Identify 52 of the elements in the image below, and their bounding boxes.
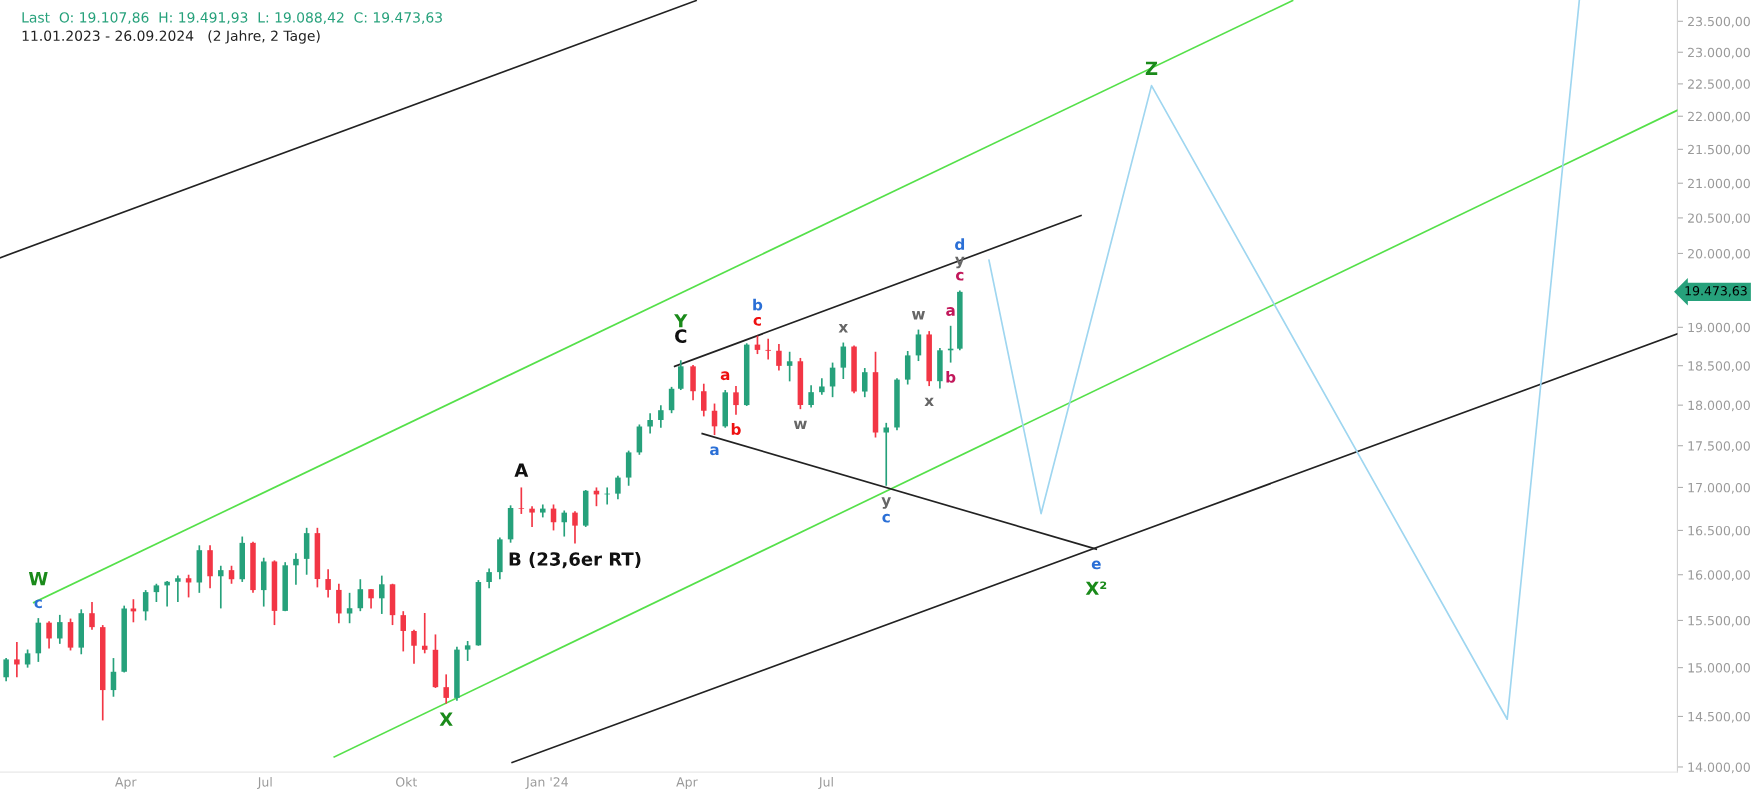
y-tick-label: 18.500,00 xyxy=(1688,361,1750,372)
annotation: x xyxy=(838,324,849,333)
annotation: c xyxy=(753,316,761,326)
y-tick-label: 17.000,00 xyxy=(1688,482,1750,494)
y-tick-label: 21.500,00 xyxy=(1688,144,1750,156)
y-tick-label: 18.000,00 xyxy=(1688,400,1750,412)
y-tick-label: 15.500,00 xyxy=(1688,615,1750,627)
y-tick-label: 20.000,00 xyxy=(1688,248,1750,260)
y-tick-label: 23.000,00 xyxy=(1688,47,1750,59)
annotation: a xyxy=(946,307,955,316)
annotation: A xyxy=(514,463,529,477)
annotation: c xyxy=(34,599,42,609)
annotation: W xyxy=(28,572,48,586)
annotation: Y xyxy=(674,314,688,328)
annotation: w xyxy=(911,311,925,320)
annotation: d xyxy=(955,238,965,251)
x-tick-label: Apr xyxy=(115,777,137,790)
annotation: w xyxy=(793,420,807,430)
annotation: b xyxy=(731,423,741,435)
y-tick-label: 17.500,00 xyxy=(1688,441,1750,452)
annotation: c xyxy=(955,271,964,281)
text: Last O: 19.107,86 H: 19.491,93 L: 19.088,42 C: 19.473,63 xyxy=(22,12,442,25)
annotation: X² xyxy=(1085,581,1107,595)
y-tick-label: 16.000,00 xyxy=(1688,570,1750,581)
annotation: C xyxy=(675,329,687,343)
annotation: B (23,6er RT) xyxy=(509,551,641,569)
annotation: c xyxy=(882,513,890,523)
text: 11.01.2023 - 26.09.2024 (2 Jahre, 2 Tage) xyxy=(22,30,320,44)
y-tick-label: 15.000,00 xyxy=(1688,663,1750,674)
x-tick-label: Jul xyxy=(818,776,833,789)
y-tick-label: 14.500,00 xyxy=(1688,711,1750,723)
y-tick-label: 19.000,00 xyxy=(1688,322,1750,334)
annotation: b xyxy=(946,370,956,383)
x-tick-label: Jan '24 xyxy=(525,777,568,789)
y-tick-label: 22.500,00 xyxy=(1688,79,1750,91)
annotation: b xyxy=(753,298,763,311)
y-tick-label: 16.500,00 xyxy=(1688,525,1750,537)
x-tick-label: Okt xyxy=(396,776,418,787)
y-tick-label: 22.000,00 xyxy=(1688,111,1750,123)
x-tick-label: Jul xyxy=(257,776,272,789)
y-tick-label: 14.000,00 xyxy=(1688,762,1750,774)
y-tick-label: 23.500,00 xyxy=(1688,16,1750,28)
annotation: x xyxy=(924,397,934,407)
annotation: y xyxy=(881,497,891,509)
annotation: a xyxy=(720,371,730,381)
annotation: e xyxy=(1091,560,1101,570)
y-tick-label: 21.000,00 xyxy=(1688,178,1750,190)
annotation: X xyxy=(439,712,453,726)
annotation: a xyxy=(710,446,719,456)
x-tick-label: Apr xyxy=(676,777,698,790)
text: 19.473,63 xyxy=(1685,286,1747,297)
y-tick-label: 20.500,00 xyxy=(1688,213,1750,225)
